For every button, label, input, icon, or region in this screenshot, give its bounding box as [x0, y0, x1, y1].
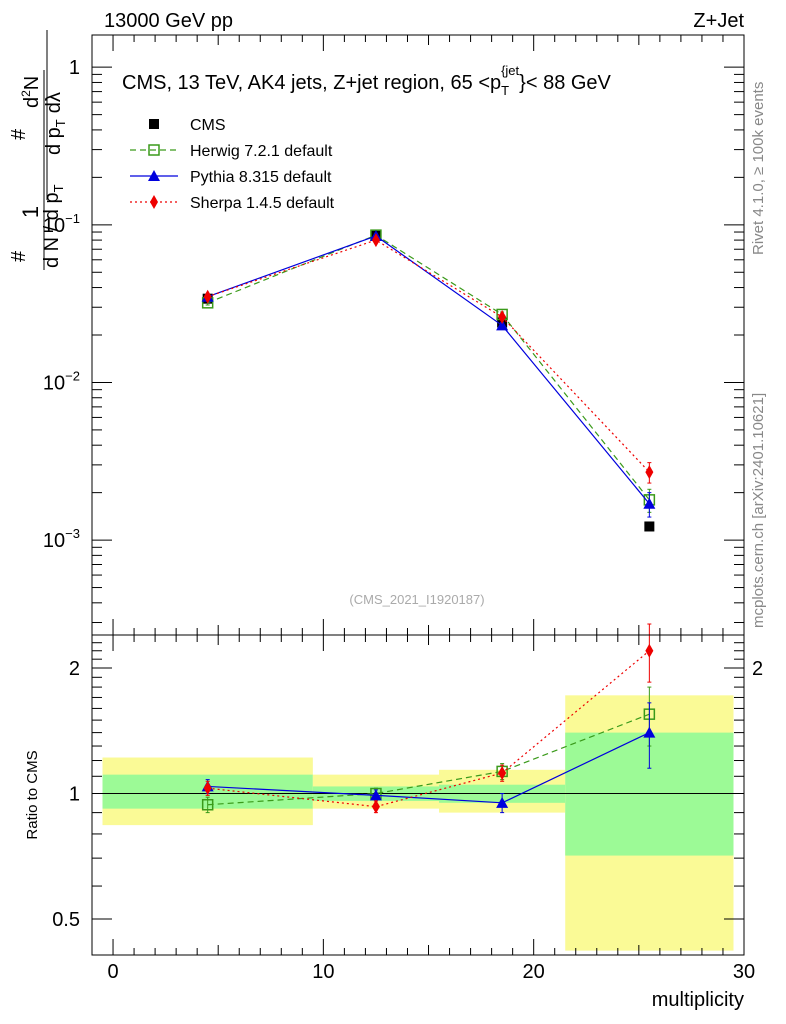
ylabel-dn-dp-sub: T — [51, 184, 66, 192]
plot-title: CMS, 13 TeV, AK4 jets, Z+jet region, 65 … — [122, 63, 612, 98]
main-y-tick-label: 10−1 — [43, 211, 80, 237]
x-tick-label: 10 — [312, 961, 334, 983]
ylabel-dpt-dl: d pTdλ — [43, 92, 68, 155]
ylabel-dl: dλ — [43, 92, 65, 113]
main-y-axis: 1 10−1 10−2 10−3 — [43, 57, 744, 624]
ratio-point-sherpa-1-4-5-default-marker — [498, 766, 507, 781]
ratio-line-pythia-8-315-default — [207, 732, 650, 804]
main-y-tick-label: 1 — [69, 57, 80, 79]
plot-title-sub: T — [501, 83, 509, 98]
ratio-plot-frame — [91, 634, 745, 956]
ratio-point-sherpa-1-4-5-default-marker — [203, 781, 212, 796]
main-line-sherpa-1-4-5-default — [207, 239, 650, 473]
ratio-y-tick-label: 2 — [69, 658, 80, 680]
rivet-version-label: Rivet 4.1.0, ≥ 100k events — [750, 82, 767, 255]
ratio-y-axis: 0.5 1 2 2 — [52, 642, 763, 931]
main-series-pythia-8-315-default — [201, 229, 656, 518]
plot-title-tail: }< 88 GeV — [519, 72, 611, 94]
x-axis-label: multiplicity — [652, 989, 744, 1011]
legend-marker — [149, 119, 159, 129]
main-line-herwig-7-2-1-default — [207, 234, 650, 501]
legend-marker — [150, 195, 158, 209]
legend-entry-herwig-7-2-1-default: Herwig 7.2.1 default — [130, 143, 333, 160]
legend-label: Herwig 7.2.1 default — [190, 143, 333, 160]
legend-label: Sherpa 1.4.5 default — [190, 195, 335, 212]
ratio-point-sherpa-1-4-5-default-marker — [371, 799, 380, 814]
ylabel-n: N — [21, 76, 43, 90]
ratio-y-axis-label: Ratio to CMS — [24, 750, 41, 839]
legend-label: CMS — [190, 117, 226, 134]
legend-marker — [148, 144, 160, 156]
mcplots-label: mcplots.cern.ch [arXiv:2401.10621] — [750, 393, 767, 628]
main-point-sherpa-1-4-5-default-marker — [498, 310, 507, 325]
x-tick-label: 0 — [107, 961, 118, 983]
header-beam-label: 13000 GeV pp — [104, 10, 233, 32]
ylabel-d2n: d2N — [19, 76, 43, 108]
main-point-sherpa-1-4-5-default-marker — [645, 465, 654, 480]
ratio-point-pythia-8-315-default-marker — [496, 796, 509, 808]
plot-title-main: CMS, 13 TeV, AK4 jets, Z+jet region, 65 … — [122, 72, 501, 94]
main-plot-panel: 1 10−1 10−2 10−3 CMS, 13 TeV, AK4 jets, Z+j… — [43, 34, 745, 636]
legend-marker — [148, 170, 160, 181]
x-tick-label: 30 — [733, 961, 755, 983]
ratio-x-axis: 0 10 20 30 — [91, 635, 755, 983]
legend-entry-sherpa-1-4-5-default: Sherpa 1.4.5 default — [130, 195, 335, 212]
ratio-plot-panel: 0.5 1 2 2 0 10 20 30 Ratio to CMS multiplicity — [24, 623, 763, 1011]
ylabel-hash-1: # — [8, 250, 30, 262]
main-y-tick-label: 10−2 — [43, 368, 80, 394]
main-y-axis-label: 1 # d N / d pT # d2N d pTdλ — [8, 30, 68, 270]
ratio-y-tick-label-right: 2 — [752, 658, 763, 680]
ylabel-dn-dp: d N / d pT — [41, 184, 66, 268]
plot-title-sup: {jet — [501, 63, 519, 78]
ylabel-one: 1 — [18, 206, 43, 218]
main-series-group — [201, 229, 656, 532]
ratio-point-pythia-8-315-default-marker — [369, 789, 382, 801]
ratio-series-group — [201, 623, 656, 814]
legend-entry-cms: CMS — [149, 117, 226, 134]
ylabel-hash-2: # — [8, 128, 30, 140]
legend-entry-pythia-8-315-default: Pythia 8.315 default — [130, 169, 332, 186]
ratio-point-pythia-8-315-default-marker — [643, 726, 656, 738]
ratio-uncertainty-bands — [102, 695, 734, 951]
ratio-point-sherpa-1-4-5-default-marker — [645, 643, 654, 658]
main-point-cms-marker — [644, 521, 655, 532]
ylabel-sq: 2 — [19, 90, 33, 97]
ratio-y-tick-label: 0.5 — [52, 909, 80, 931]
analysis-id-label: (CMS_2021_I1920187) — [349, 592, 484, 607]
main-point-sherpa-1-4-5-default-marker — [203, 289, 212, 304]
ratio-line-sherpa-1-4-5-default — [207, 650, 650, 808]
ylabel-d: d — [21, 97, 43, 108]
legend-label: Pythia 8.315 default — [190, 169, 332, 186]
ratio-line-herwig-7-2-1-default — [207, 713, 650, 806]
main-x-axis-ticks — [91, 35, 745, 635]
main-point-pythia-8-315-default-marker — [643, 497, 656, 509]
main-point-sherpa-1-4-5-default-marker — [371, 233, 380, 248]
legend: CMS Herwig 7.2.1 default Pythia 8.315 defa… — [130, 117, 335, 212]
ylabel-dpt-sub: T — [53, 119, 68, 127]
main-line-pythia-8-315-default — [207, 235, 650, 505]
main-series-sherpa-1-4-5-default — [203, 233, 654, 484]
x-tick-label: 20 — [523, 961, 545, 983]
header-process-label: Z+Jet — [693, 10, 744, 32]
main-point-pythia-8-315-default-marker — [496, 319, 509, 331]
ratio-series-sherpa-1-4-5-default — [203, 623, 654, 814]
main-series-herwig-7-2-1-default — [201, 229, 656, 513]
ratio-y-tick-label: 1 — [69, 784, 80, 806]
main-y-tick-label: 10−3 — [43, 526, 80, 552]
ratio-point-herwig-7-2-1-default-marker — [201, 798, 214, 811]
ylabel-dpt: d p — [43, 127, 65, 155]
ylabel-dn-dp-text: d N / d p — [41, 192, 63, 268]
